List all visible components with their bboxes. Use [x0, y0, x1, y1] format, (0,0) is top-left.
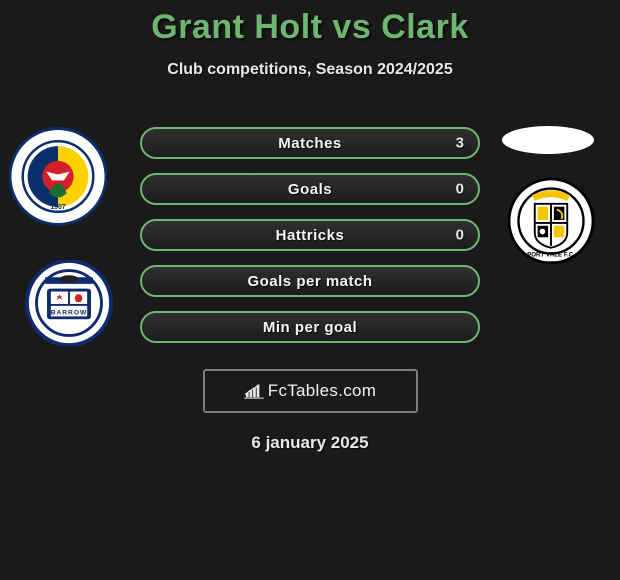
- watermark-text: FcTables.com: [268, 381, 376, 401]
- stat-label: Min per goal: [263, 319, 357, 336]
- stat-row-min-per-goal: Min per goal: [140, 311, 480, 343]
- stats-list: Matches 3 Goals 0 Hattricks 0 Goals per …: [140, 127, 480, 343]
- page-subtitle: Club competitions, Season 2024/2025: [0, 61, 620, 79]
- stat-label: Goals: [288, 181, 332, 198]
- stat-value: 0: [456, 181, 464, 198]
- club-crest-fenerbahce: 1907: [9, 124, 107, 229]
- stat-value: 3: [456, 135, 464, 152]
- stat-label: Goals per match: [247, 273, 372, 290]
- svg-text:BARROW: BARROW: [51, 309, 88, 316]
- date-text: 6 january 2025: [0, 433, 620, 453]
- club-crest-barrow: BARROW A.F.C: [20, 260, 118, 346]
- stat-label: Matches: [278, 135, 342, 152]
- stat-row-goals-per-match: Goals per match: [140, 265, 480, 297]
- svg-text:A.F.C: A.F.C: [61, 324, 78, 331]
- stat-label: Hattricks: [276, 227, 345, 244]
- watermark: FcTables.com: [203, 369, 418, 413]
- stat-row-hattricks: Hattricks 0: [140, 219, 480, 251]
- bar-chart-icon: [244, 383, 264, 399]
- stat-row-matches: Matches 3: [140, 127, 480, 159]
- page-title: Grant Holt vs Clark: [0, 0, 620, 47]
- club-crest-port-vale: PORT VALE F.C. 1876: [502, 178, 600, 264]
- stat-row-goals: Goals 0: [140, 173, 480, 205]
- stat-value: 0: [456, 227, 464, 244]
- svg-text:1907: 1907: [50, 204, 65, 211]
- club-crest-blank-oval: [502, 126, 594, 154]
- svg-text:PORT VALE F.C.: PORT VALE F.C.: [527, 251, 575, 258]
- svg-text:1876: 1876: [546, 260, 557, 264]
